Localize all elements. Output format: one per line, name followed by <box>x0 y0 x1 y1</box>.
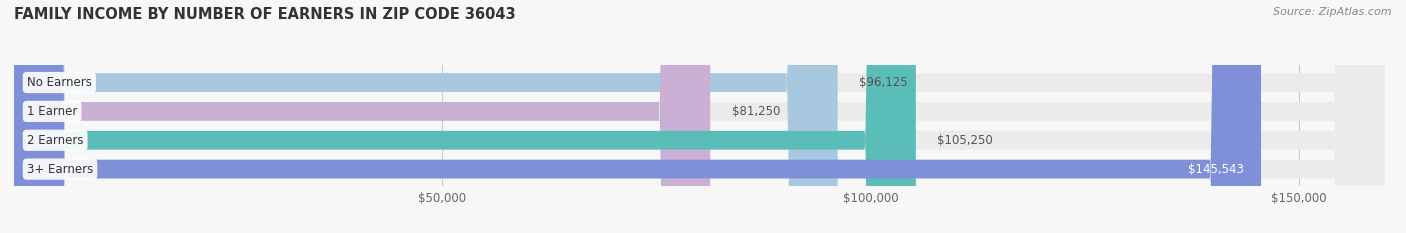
FancyBboxPatch shape <box>14 0 1261 233</box>
Text: FAMILY INCOME BY NUMBER OF EARNERS IN ZIP CODE 36043: FAMILY INCOME BY NUMBER OF EARNERS IN ZI… <box>14 7 516 22</box>
Text: $105,250: $105,250 <box>938 134 993 147</box>
Text: No Earners: No Earners <box>27 76 91 89</box>
FancyBboxPatch shape <box>14 0 710 233</box>
Text: 1 Earner: 1 Earner <box>27 105 77 118</box>
FancyBboxPatch shape <box>14 0 838 233</box>
Text: 2 Earners: 2 Earners <box>27 134 83 147</box>
FancyBboxPatch shape <box>14 0 915 233</box>
Text: Source: ZipAtlas.com: Source: ZipAtlas.com <box>1274 7 1392 17</box>
Text: $81,250: $81,250 <box>731 105 780 118</box>
FancyBboxPatch shape <box>14 0 1385 233</box>
Text: 3+ Earners: 3+ Earners <box>27 163 93 176</box>
Text: $96,125: $96,125 <box>859 76 908 89</box>
FancyBboxPatch shape <box>14 0 1385 233</box>
FancyBboxPatch shape <box>14 0 1385 233</box>
FancyBboxPatch shape <box>14 0 1385 233</box>
Text: $145,543: $145,543 <box>1188 163 1244 176</box>
